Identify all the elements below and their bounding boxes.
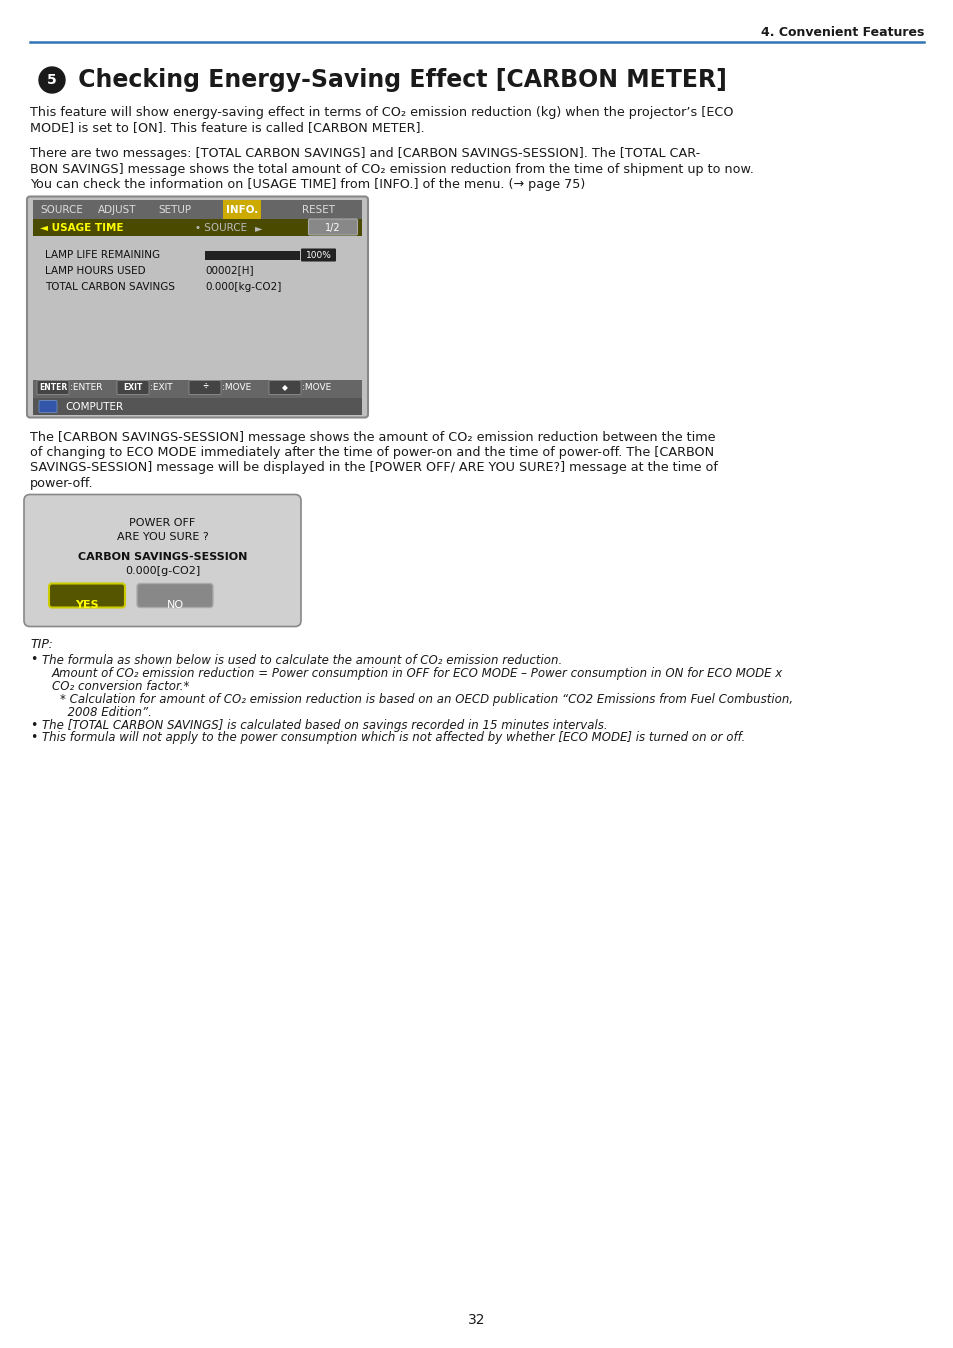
Text: 1/2: 1/2 <box>325 222 340 233</box>
Text: power-off.: power-off. <box>30 477 93 491</box>
FancyBboxPatch shape <box>49 584 125 608</box>
Text: There are two messages: [TOTAL CARBON SAVINGS] and [CARBON SAVINGS-SESSION]. The: There are two messages: [TOTAL CARBON SA… <box>30 147 700 160</box>
Text: ◄ USAGE TIME: ◄ USAGE TIME <box>40 222 123 233</box>
Text: COMPUTER: COMPUTER <box>65 402 123 411</box>
Bar <box>33 380 361 398</box>
FancyBboxPatch shape <box>39 400 57 412</box>
Circle shape <box>39 67 65 93</box>
Text: 0.000[kg-CO2]: 0.000[kg-CO2] <box>205 282 281 291</box>
Text: LAMP HOURS USED: LAMP HOURS USED <box>45 266 146 275</box>
Text: :EXIT: :EXIT <box>150 383 172 392</box>
Text: Checking Energy-Saving Effect [CARBON METER]: Checking Energy-Saving Effect [CARBON ME… <box>70 67 726 92</box>
Text: The [TOTAL CARBON SAVINGS] is calculated based on savings recorded in 15 minutes: The [TOTAL CARBON SAVINGS] is calculated… <box>42 718 607 732</box>
FancyBboxPatch shape <box>24 495 301 627</box>
Text: ◆: ◆ <box>282 383 288 392</box>
FancyBboxPatch shape <box>27 197 368 418</box>
FancyBboxPatch shape <box>269 380 301 395</box>
Text: CARBON SAVINGS-SESSION: CARBON SAVINGS-SESSION <box>78 553 247 562</box>
Text: •: • <box>30 732 37 744</box>
Text: * Calculation for amount of CO₂ emission reduction is based on an OECD publicati: * Calculation for amount of CO₂ emission… <box>60 693 792 705</box>
Text: RESET: RESET <box>302 205 335 214</box>
Bar <box>33 200 361 218</box>
FancyBboxPatch shape <box>308 218 357 235</box>
Text: MODE] is set to [ON]. This feature is called [CARBON METER].: MODE] is set to [ON]. This feature is ca… <box>30 121 424 135</box>
Text: TOTAL CARBON SAVINGS: TOTAL CARBON SAVINGS <box>45 282 174 291</box>
Text: :ENTER: :ENTER <box>70 383 102 392</box>
Text: The [CARBON SAVINGS-SESSION] message shows the amount of CO₂ emission reduction : The [CARBON SAVINGS-SESSION] message sho… <box>30 430 715 443</box>
Text: 0.000[g-CO2]: 0.000[g-CO2] <box>125 566 200 577</box>
Text: of changing to ECO MODE immediately after the time of power-on and the time of p: of changing to ECO MODE immediately afte… <box>30 446 714 460</box>
Text: ÷: ÷ <box>202 383 208 392</box>
Bar <box>205 251 299 260</box>
Text: ADJUST: ADJUST <box>98 205 136 214</box>
Text: :MOVE: :MOVE <box>222 383 251 392</box>
Text: POWER OFF: POWER OFF <box>130 519 195 528</box>
Text: 4. Convenient Features: 4. Convenient Features <box>760 26 923 39</box>
Text: 00002[H]: 00002[H] <box>205 266 253 275</box>
Text: 100%: 100% <box>306 251 332 260</box>
Text: SAVINGS-SESSION] message will be displayed in the [POWER OFF/ ARE YOU SURE?] mes: SAVINGS-SESSION] message will be display… <box>30 461 717 474</box>
Text: 2008 Edition”.: 2008 Edition”. <box>60 705 152 718</box>
Text: This formula will not apply to the power consumption which is not affected by wh: This formula will not apply to the power… <box>42 732 744 744</box>
Text: ARE YOU SURE ?: ARE YOU SURE ? <box>116 532 208 542</box>
Text: NO: NO <box>166 600 183 609</box>
FancyBboxPatch shape <box>189 380 221 395</box>
Text: • SOURCE: • SOURCE <box>194 222 247 233</box>
FancyBboxPatch shape <box>301 248 335 262</box>
Text: 32: 32 <box>468 1313 485 1326</box>
Text: BON SAVINGS] message shows the total amount of CO₂ emission reduction from the t: BON SAVINGS] message shows the total amo… <box>30 163 753 175</box>
Text: TIP:: TIP: <box>30 639 52 651</box>
Bar <box>223 200 261 218</box>
Text: CO₂ conversion factor.*: CO₂ conversion factor.* <box>52 679 190 693</box>
Bar <box>33 218 361 236</box>
Text: 5: 5 <box>47 73 57 88</box>
Text: Amount of CO₂ emission reduction = Power consumption in OFF for ECO MODE – Power: Amount of CO₂ emission reduction = Power… <box>52 666 782 679</box>
FancyBboxPatch shape <box>117 380 149 395</box>
Text: •: • <box>30 718 37 732</box>
Bar <box>205 251 299 260</box>
Text: LAMP LIFE REMAINING: LAMP LIFE REMAINING <box>45 249 160 260</box>
Text: SETUP: SETUP <box>158 205 191 214</box>
FancyBboxPatch shape <box>137 584 213 608</box>
Text: SOURCE: SOURCE <box>40 205 83 214</box>
Text: INFO.: INFO. <box>226 205 258 214</box>
Text: ENTER: ENTER <box>39 383 67 392</box>
Text: :MOVE: :MOVE <box>302 383 331 392</box>
Text: YES: YES <box>75 600 99 609</box>
Text: •: • <box>30 654 37 666</box>
Text: EXIT: EXIT <box>123 383 143 392</box>
Text: This feature will show energy-saving effect in terms of CO₂ emission reduction (: This feature will show energy-saving eff… <box>30 106 733 119</box>
Text: ►: ► <box>254 222 262 233</box>
FancyBboxPatch shape <box>37 380 69 395</box>
Text: The formula as shown below is used to calculate the amount of CO₂ emission reduc: The formula as shown below is used to ca… <box>42 654 561 666</box>
Text: You can check the information on [USAGE TIME] from [INFO.] of the menu. (→ page : You can check the information on [USAGE … <box>30 178 584 191</box>
Bar <box>33 398 361 414</box>
